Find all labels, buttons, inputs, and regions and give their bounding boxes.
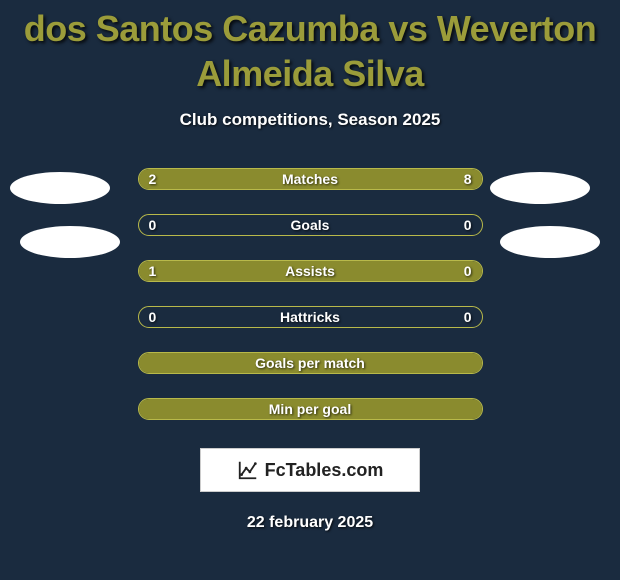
stat-label: Min per goal: [139, 399, 482, 419]
player-avatar: [20, 226, 120, 258]
stat-row: Min per goal: [138, 398, 483, 420]
stat-row: 10Assists: [138, 260, 483, 282]
player-avatar: [490, 172, 590, 204]
logo-text: FcTables.com: [265, 460, 384, 481]
stat-row: 00Hattricks: [138, 306, 483, 328]
comparison-title: dos Santos Cazumba vs Weverton Almeida S…: [0, 0, 620, 96]
stat-label: Assists: [139, 261, 482, 281]
stat-label: Goals per match: [139, 353, 482, 373]
stat-label: Hattricks: [139, 307, 482, 327]
stat-row: Goals per match: [138, 352, 483, 374]
stat-label: Goals: [139, 215, 482, 235]
fctables-logo[interactable]: FcTables.com: [200, 448, 420, 492]
stat-row: 00Goals: [138, 214, 483, 236]
comparison-subtitle: Club competitions, Season 2025: [180, 110, 441, 130]
player-avatar: [10, 172, 110, 204]
stat-label: Matches: [139, 169, 482, 189]
stat-row: 28Matches: [138, 168, 483, 190]
stats-table: 28Matches 00Goals 10Assists 00Hattricks Goal…: [0, 168, 620, 420]
comparison-date: 22 february 2025: [247, 514, 373, 532]
player-avatar: [500, 226, 600, 258]
chart-icon: [237, 459, 259, 481]
